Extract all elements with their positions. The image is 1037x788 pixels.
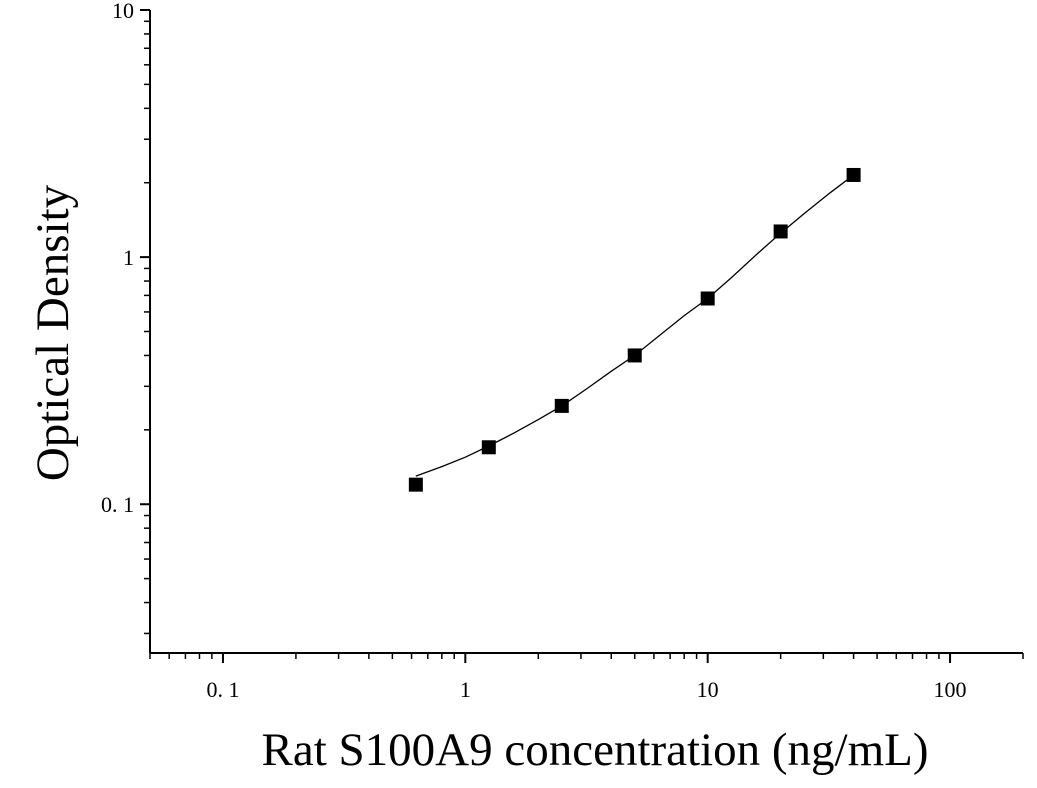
ticks bbox=[140, 9, 1024, 663]
data-points bbox=[408, 167, 861, 492]
y-tick-label: 10 bbox=[112, 0, 134, 23]
x-tick-label: 1 bbox=[460, 677, 471, 702]
data-point bbox=[773, 224, 788, 239]
axes bbox=[149, 10, 1023, 654]
y-tick-label: 0. 1 bbox=[101, 492, 134, 517]
data-point bbox=[554, 398, 569, 413]
tick-labels: 0. 1 1 10 100 0. 1 1 10 bbox=[101, 0, 967, 702]
data-point bbox=[408, 477, 423, 492]
data-point bbox=[481, 440, 496, 455]
x-axis-title: Rat S100A9 concentration (ng/mL) bbox=[262, 724, 929, 776]
x-tick-label: 10 bbox=[697, 677, 719, 702]
data-point bbox=[700, 291, 715, 306]
x-tick-label: 100 bbox=[934, 677, 967, 702]
y-tick-label: 1 bbox=[123, 245, 134, 270]
fit-curve bbox=[415, 174, 854, 477]
y-axis-title: Optical Density bbox=[27, 184, 79, 481]
data-point bbox=[627, 348, 642, 363]
fit-curve-group bbox=[415, 174, 854, 477]
x-tick-label: 0. 1 bbox=[206, 677, 239, 702]
data-point bbox=[846, 167, 861, 182]
